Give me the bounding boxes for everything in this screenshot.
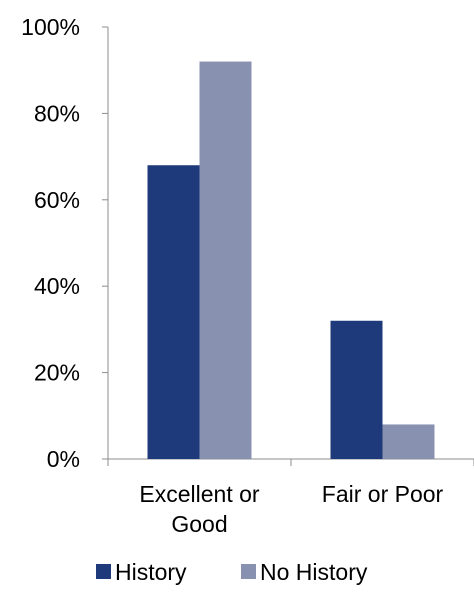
x-category-label: Excellent or Good — [139, 481, 260, 537]
bar-no-history — [382, 424, 435, 459]
y-tick-label: 60% — [34, 187, 80, 213]
x-axis: Excellent or Good Fair or Poor — [107, 458, 474, 537]
legend-swatch — [241, 564, 256, 579]
bar-history — [330, 320, 383, 459]
bar-history — [147, 165, 200, 460]
legend: History No History — [96, 559, 368, 585]
y-tick-label: 40% — [34, 273, 80, 299]
x-category-label: Fair or Poor — [322, 481, 444, 507]
bars — [147, 61, 435, 460]
y-tick-label: 20% — [34, 360, 80, 386]
legend-swatch — [96, 564, 111, 579]
legend-label: History — [115, 559, 187, 585]
y-axis: 0% 20% 40% 60% 80% 100% — [21, 14, 109, 472]
bar-no-history — [199, 61, 252, 460]
y-tick-label: 100% — [21, 14, 80, 40]
legend-label: No History — [260, 559, 368, 585]
y-tick-label: 80% — [34, 100, 80, 126]
y-tick-label: 0% — [47, 446, 80, 472]
